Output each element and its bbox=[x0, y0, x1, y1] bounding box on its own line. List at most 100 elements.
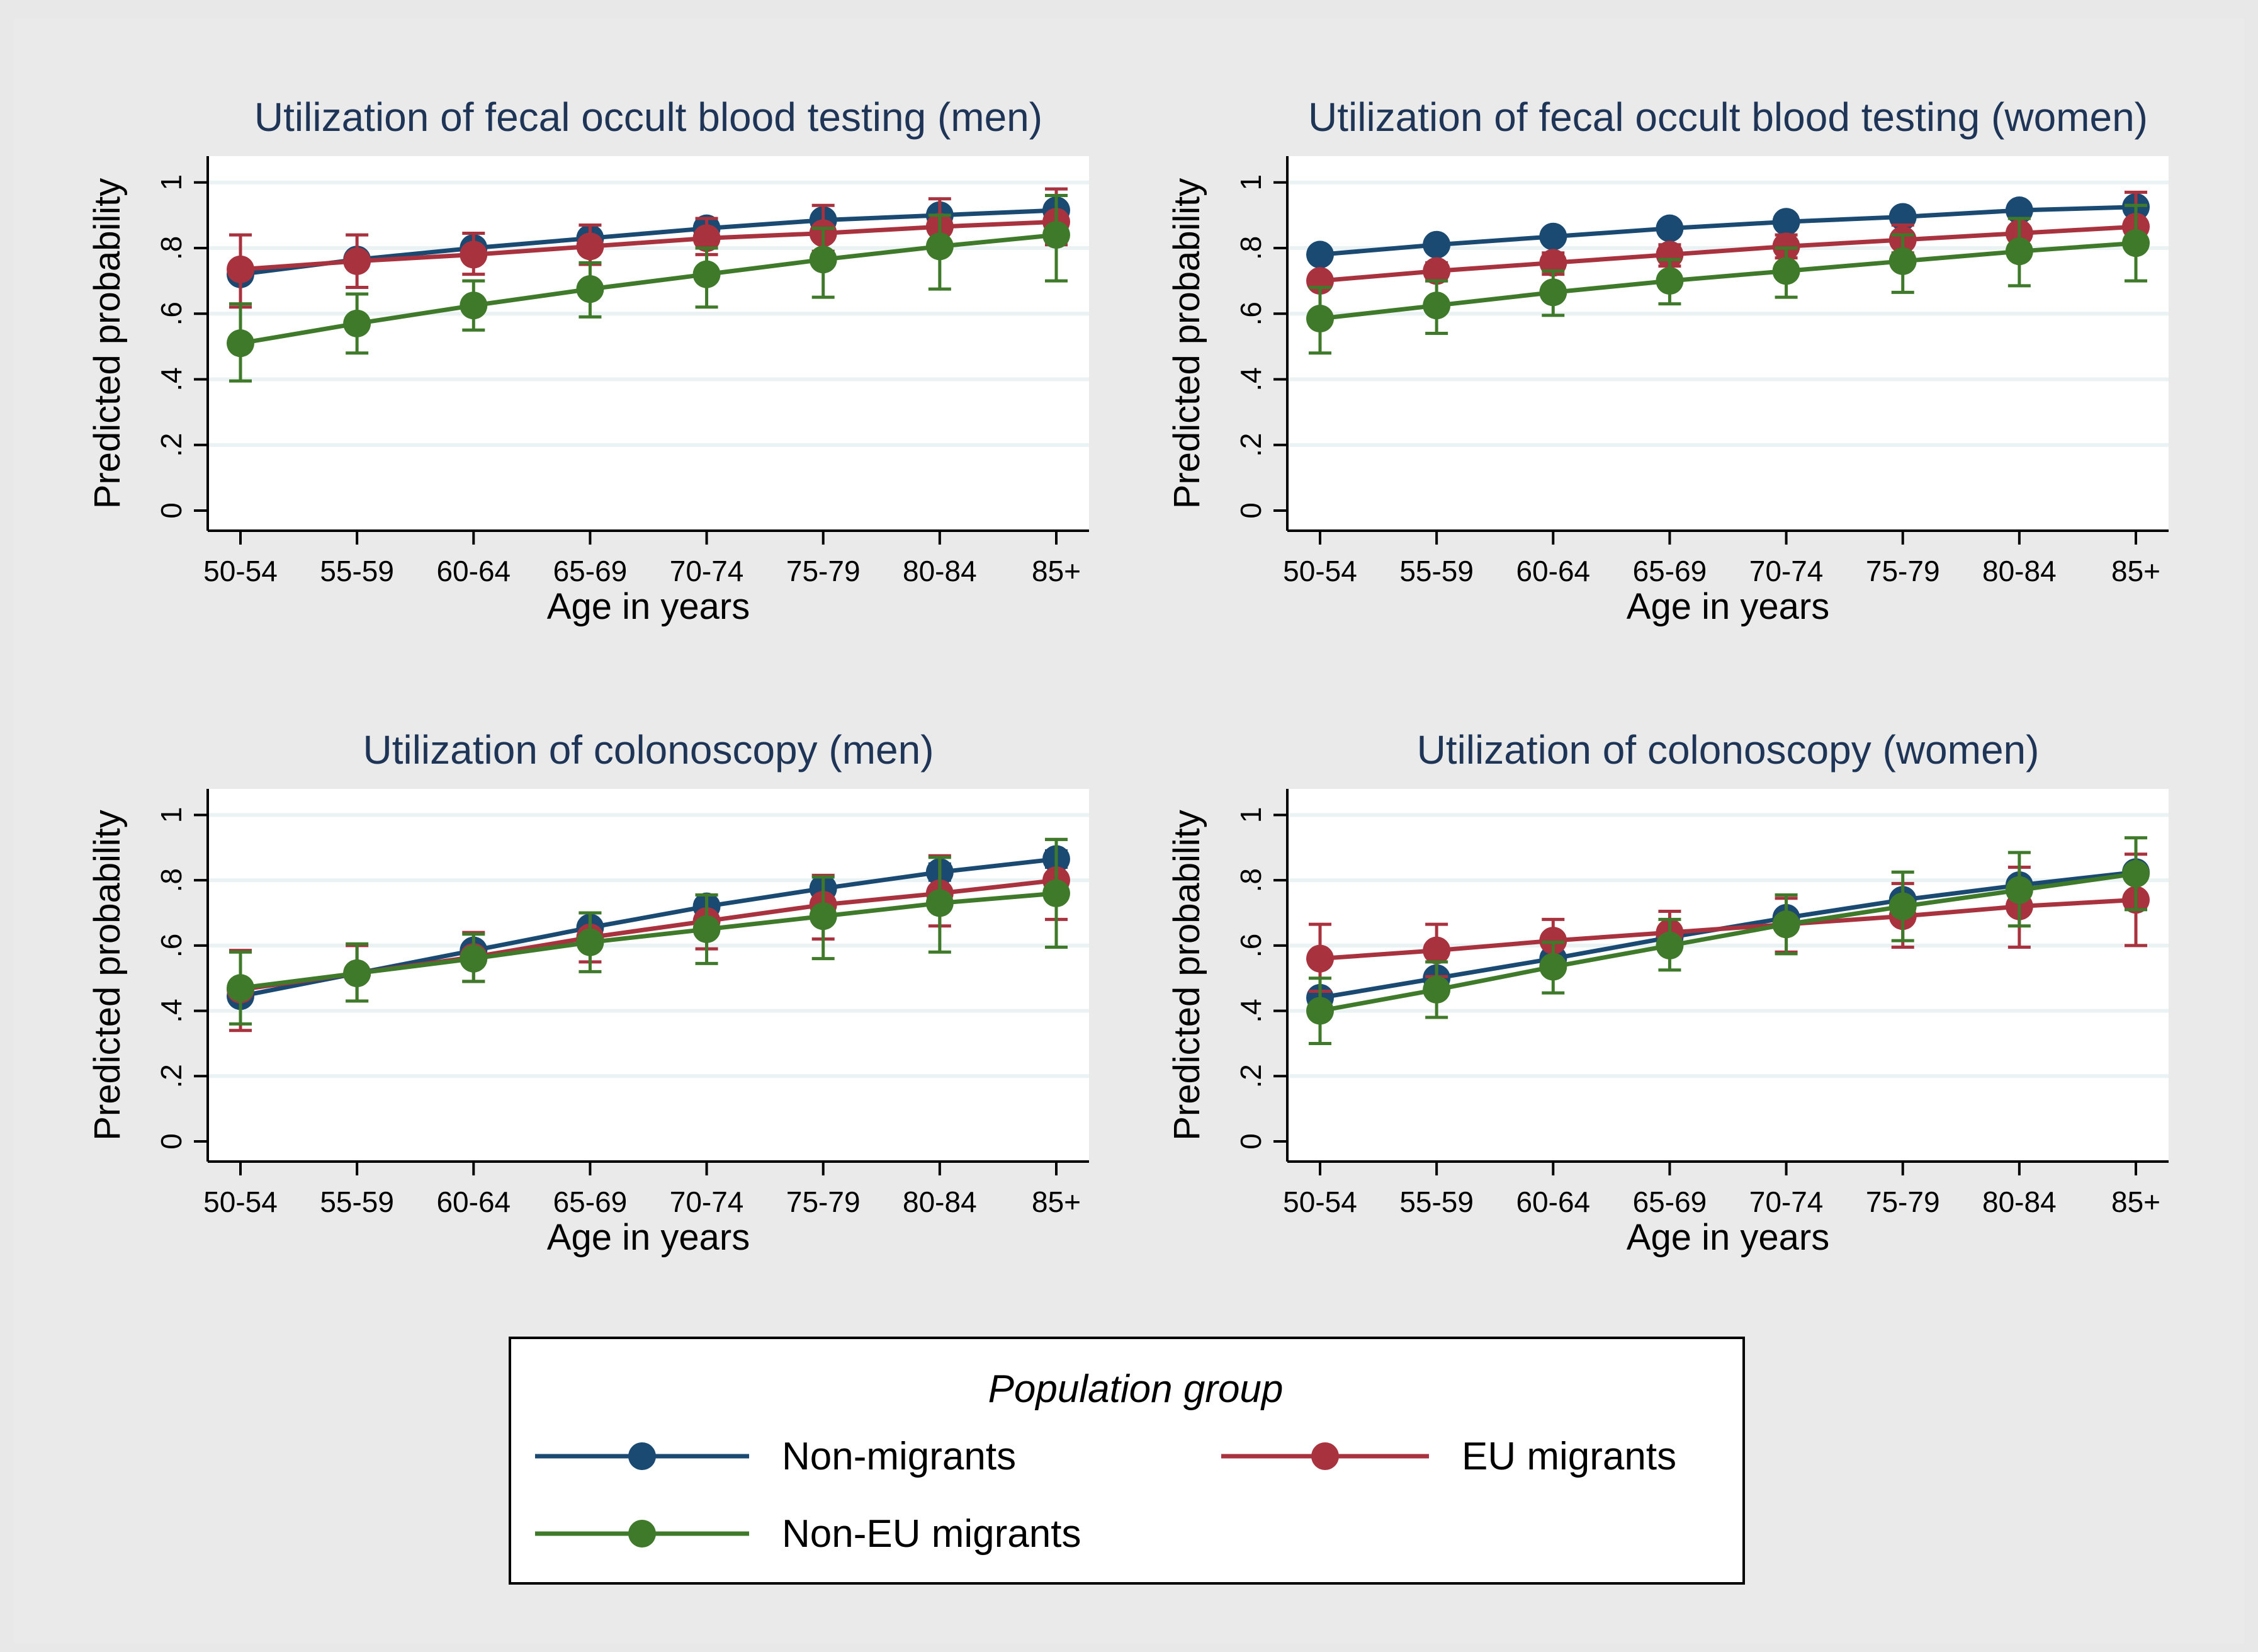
x-tick-label: 65-69 bbox=[1633, 1185, 1707, 1218]
x-tick-label: 80-84 bbox=[1982, 555, 2057, 587]
y-tick-label: .6 bbox=[155, 302, 188, 325]
x-tick-label: 85+ bbox=[1032, 1185, 1081, 1218]
data-point bbox=[1656, 214, 1684, 242]
x-tick-label: 60-64 bbox=[436, 555, 511, 587]
chart-panel-fobt-women: 0 .2 .4 .6 .8 1 50-54 55-59 60-64 65-69 70-74 75-79… bbox=[1166, 94, 2169, 627]
data-point bbox=[1306, 240, 1334, 269]
y-tick-label: 1 bbox=[1234, 807, 1267, 823]
data-point bbox=[2122, 859, 2150, 888]
data-point bbox=[809, 246, 837, 274]
data-point bbox=[1423, 257, 1451, 285]
data-point bbox=[1042, 879, 1070, 907]
data-point bbox=[692, 260, 721, 288]
x-tick-label: 80-84 bbox=[903, 1185, 977, 1218]
data-point bbox=[460, 944, 488, 973]
y-tick-label: .6 bbox=[1234, 934, 1267, 958]
data-point bbox=[343, 959, 371, 987]
data-point bbox=[343, 309, 371, 337]
data-point bbox=[460, 291, 488, 320]
chart-panel-colonoscopy-women: 0 .2 .4 .6 .8 1 50-54 55-59 60-64 65-69 70-74 75-79… bbox=[1166, 727, 2169, 1258]
x-tick-label: 60-64 bbox=[436, 1185, 511, 1218]
series-line bbox=[240, 219, 1057, 272]
x-axis-title: Age in years bbox=[1627, 1217, 1829, 1258]
data-point bbox=[343, 247, 371, 275]
data-point bbox=[1539, 222, 1567, 251]
y-tick-label: .6 bbox=[1234, 302, 1267, 325]
data-point bbox=[1042, 221, 1070, 249]
x-tick-label: 80-84 bbox=[903, 555, 977, 587]
y-tick-label: .4 bbox=[155, 999, 188, 1022]
data-point bbox=[1656, 267, 1684, 295]
x-tick-label: 65-69 bbox=[553, 1185, 628, 1218]
y-tick-label: 1 bbox=[155, 174, 188, 191]
series-non-eu-migrants bbox=[1306, 836, 2150, 1045]
data-point bbox=[692, 915, 721, 943]
data-point bbox=[1888, 892, 1917, 920]
y-tick-label: .6 bbox=[155, 934, 188, 958]
x-tick-label: 80-84 bbox=[1982, 1185, 2057, 1218]
data-point bbox=[1423, 936, 1451, 965]
x-tick-label: 70-74 bbox=[1749, 1185, 1824, 1218]
legend-item-eu-migrants: EU migrants bbox=[1221, 1435, 1676, 1478]
legend-label: EU migrants bbox=[1462, 1435, 1676, 1478]
x-tick-label: 85+ bbox=[1032, 555, 1081, 587]
data-point bbox=[1306, 305, 1334, 333]
y-tick-label: 1 bbox=[155, 807, 188, 823]
x-axis-title: Age in years bbox=[547, 586, 750, 627]
y-tick-label: .2 bbox=[1234, 1064, 1267, 1088]
data-point bbox=[925, 889, 954, 917]
data-point bbox=[1656, 240, 1684, 269]
x-tick-label: 75-79 bbox=[1866, 555, 1940, 587]
panel-title: Utilization of colonoscopy (women) bbox=[1417, 727, 2040, 772]
data-point bbox=[925, 232, 954, 261]
y-tick-label: 0 bbox=[1234, 502, 1267, 519]
data-point bbox=[576, 275, 604, 303]
data-point bbox=[1539, 278, 1567, 307]
x-tick-label: 60-64 bbox=[1516, 555, 1590, 587]
chart-panel-fobt-men: 0 .2 .4 .6 .8 1 50-54 55-59 60-64 65-69 70-74 75-79… bbox=[87, 94, 1089, 627]
data-point bbox=[1423, 230, 1451, 259]
data-point bbox=[227, 329, 254, 358]
x-tick-label: 65-69 bbox=[1633, 555, 1707, 587]
series-line bbox=[1319, 240, 2137, 321]
x-tick-label: 55-59 bbox=[1399, 1185, 1474, 1218]
data-point bbox=[809, 902, 837, 931]
legend-title: Population group bbox=[988, 1367, 1284, 1411]
x-tick-label: 55-59 bbox=[320, 555, 394, 587]
legend-swatch-marker bbox=[628, 1442, 656, 1470]
x-tick-label: 50-54 bbox=[1283, 555, 1357, 587]
x-tick-label: 85+ bbox=[2111, 1185, 2160, 1218]
data-point bbox=[1772, 257, 1800, 285]
x-tick-label: 70-74 bbox=[1749, 555, 1824, 587]
x-tick-label: 75-79 bbox=[786, 555, 861, 587]
data-point bbox=[1772, 208, 1800, 236]
series-non-eu-migrants bbox=[227, 837, 1070, 1026]
x-tick-label: 70-74 bbox=[670, 1185, 744, 1218]
data-point bbox=[576, 928, 604, 956]
series-line bbox=[1319, 224, 2137, 283]
data-point bbox=[1772, 232, 1800, 261]
y-tick-label: .8 bbox=[155, 868, 188, 892]
data-point bbox=[1539, 927, 1567, 955]
y-tick-label: 0 bbox=[155, 1133, 188, 1150]
legend-swatch-marker bbox=[1311, 1442, 1339, 1470]
legend: Population group Non-migrants EU migrant… bbox=[509, 1337, 1745, 1585]
data-point bbox=[1306, 997, 1334, 1025]
series-line bbox=[1319, 897, 2137, 961]
y-tick-label: 0 bbox=[155, 502, 188, 519]
data-point bbox=[227, 255, 254, 283]
chart-panel-colonoscopy-men: 0 .2 .4 .6 .8 1 50-54 55-59 60-64 65-69 70-74 75-79… bbox=[87, 727, 1089, 1258]
data-point bbox=[692, 224, 721, 252]
series-line bbox=[240, 891, 1057, 990]
x-tick-label: 55-59 bbox=[1399, 555, 1474, 587]
panel-title: Utilization of fecal occult blood testin… bbox=[1308, 94, 2148, 140]
x-axis-title: Age in years bbox=[547, 1217, 750, 1258]
series-non-eu-migrants bbox=[227, 194, 1070, 383]
series-line bbox=[240, 208, 1057, 277]
data-point bbox=[576, 232, 604, 261]
y-tick-label: .2 bbox=[1234, 433, 1267, 457]
panel-title: Utilization of colonoscopy (men) bbox=[363, 727, 934, 772]
legend-box bbox=[509, 1337, 1745, 1585]
data-point bbox=[1656, 931, 1684, 959]
